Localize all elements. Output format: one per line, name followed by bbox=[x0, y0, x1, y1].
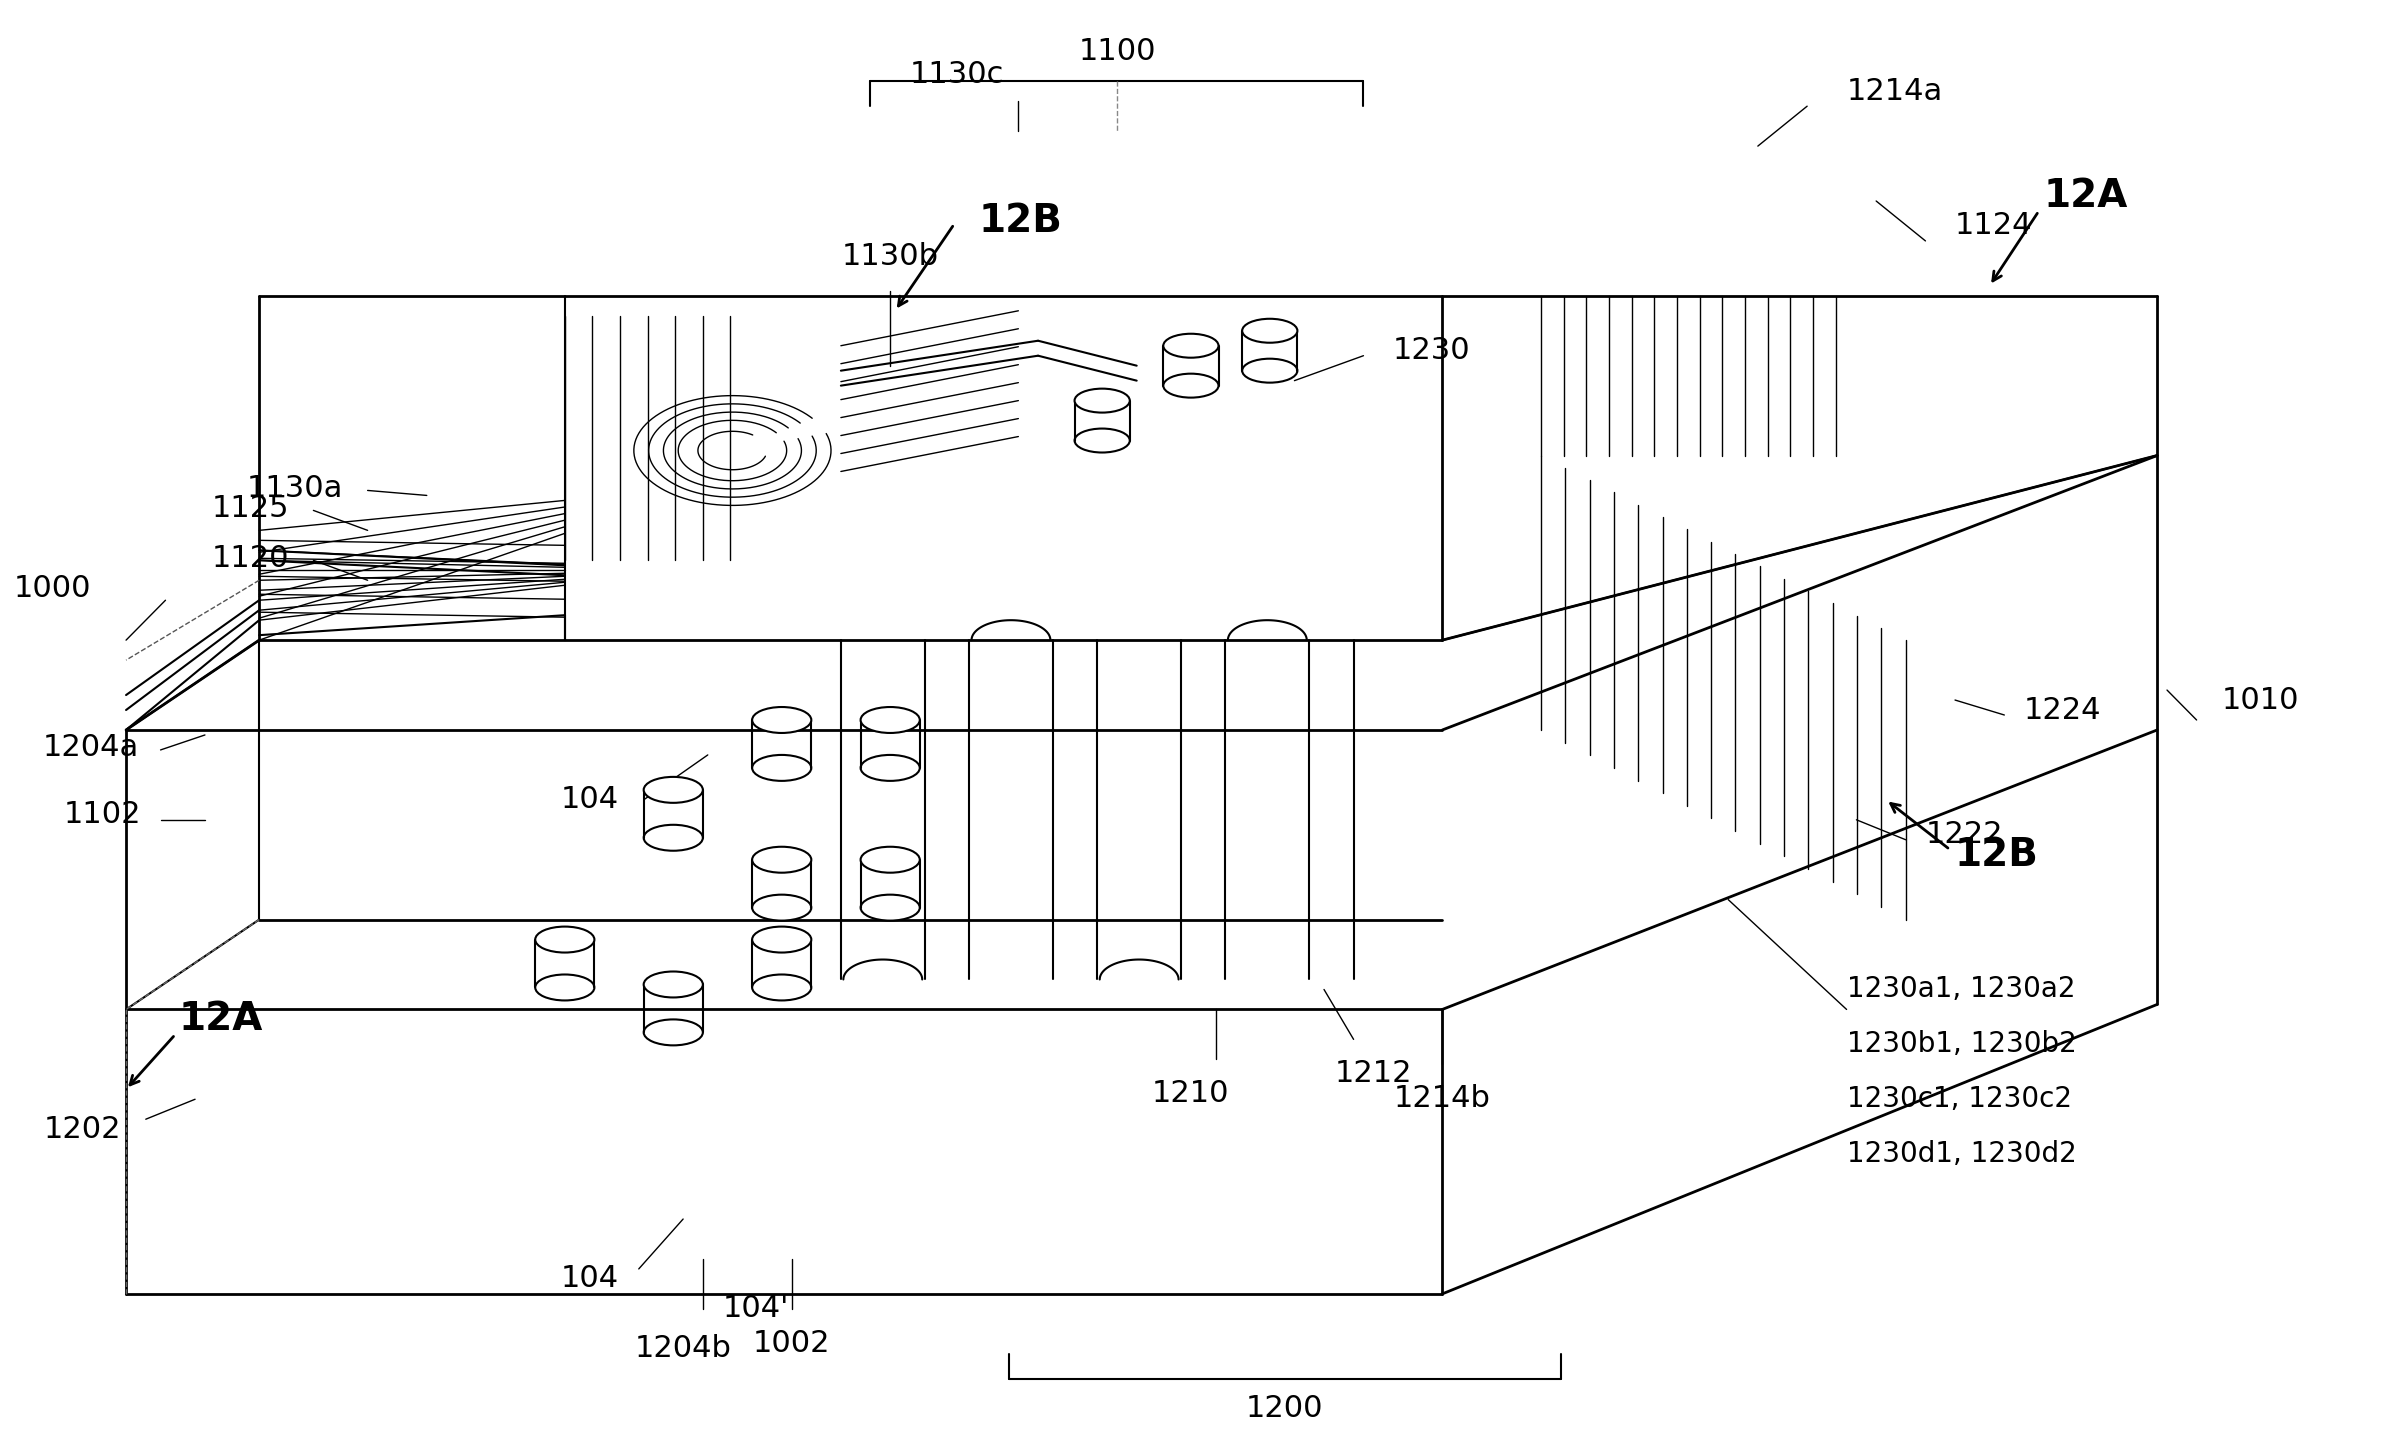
Ellipse shape bbox=[535, 927, 595, 953]
Text: 1102: 1102 bbox=[63, 800, 140, 830]
Text: 1230: 1230 bbox=[1394, 337, 1471, 365]
Ellipse shape bbox=[643, 972, 703, 997]
Ellipse shape bbox=[751, 974, 811, 1000]
Text: 1125: 1125 bbox=[212, 494, 289, 523]
Ellipse shape bbox=[751, 847, 811, 873]
Text: 1010: 1010 bbox=[2220, 685, 2300, 715]
Ellipse shape bbox=[860, 755, 920, 781]
Ellipse shape bbox=[1243, 358, 1298, 383]
Text: 1202: 1202 bbox=[43, 1115, 120, 1144]
Text: 1230a1, 1230a2: 1230a1, 1230a2 bbox=[1847, 976, 2076, 1003]
Text: 1204b: 1204b bbox=[636, 1334, 732, 1363]
Text: 1130c: 1130c bbox=[910, 60, 1004, 89]
Ellipse shape bbox=[1163, 374, 1218, 397]
Text: 1124: 1124 bbox=[1955, 212, 2032, 241]
Ellipse shape bbox=[751, 894, 811, 920]
Ellipse shape bbox=[535, 974, 595, 1000]
Text: 1120: 1120 bbox=[212, 543, 289, 573]
Ellipse shape bbox=[1074, 428, 1129, 453]
Ellipse shape bbox=[860, 894, 920, 920]
Text: 1000: 1000 bbox=[14, 573, 92, 603]
Text: 12A: 12A bbox=[2044, 178, 2129, 215]
Ellipse shape bbox=[1074, 388, 1129, 413]
Ellipse shape bbox=[860, 847, 920, 873]
Text: 1204a: 1204a bbox=[43, 734, 140, 762]
Text: 1130b: 1130b bbox=[843, 242, 939, 271]
Text: 104: 104 bbox=[561, 785, 619, 814]
Text: 1200: 1200 bbox=[1245, 1394, 1324, 1423]
Ellipse shape bbox=[1243, 318, 1298, 342]
Text: 12B: 12B bbox=[980, 202, 1062, 239]
Text: 1130a: 1130a bbox=[246, 474, 342, 503]
Text: 1100: 1100 bbox=[1079, 37, 1156, 66]
Text: 1002: 1002 bbox=[754, 1328, 831, 1358]
Text: 1230b1, 1230b2: 1230b1, 1230b2 bbox=[1847, 1030, 2076, 1059]
Text: 104': 104' bbox=[722, 1294, 790, 1323]
Text: 1222: 1222 bbox=[1926, 820, 2003, 850]
Ellipse shape bbox=[643, 777, 703, 802]
Ellipse shape bbox=[643, 825, 703, 851]
Ellipse shape bbox=[751, 706, 811, 732]
Text: 104: 104 bbox=[561, 1264, 619, 1294]
Text: 1224: 1224 bbox=[2025, 695, 2102, 725]
Ellipse shape bbox=[1163, 334, 1218, 358]
Ellipse shape bbox=[643, 1019, 703, 1045]
Ellipse shape bbox=[751, 927, 811, 953]
Text: 1230d1, 1230d2: 1230d1, 1230d2 bbox=[1847, 1141, 2076, 1168]
Text: 1212: 1212 bbox=[1334, 1059, 1411, 1088]
Ellipse shape bbox=[860, 706, 920, 732]
Text: 12B: 12B bbox=[1955, 835, 2040, 874]
Ellipse shape bbox=[751, 755, 811, 781]
Text: 1214b: 1214b bbox=[1394, 1085, 1491, 1113]
Text: 12A: 12A bbox=[178, 1000, 262, 1039]
Text: 1214a: 1214a bbox=[1847, 77, 1943, 106]
Text: 1210: 1210 bbox=[1151, 1079, 1230, 1108]
Text: 1230c1, 1230c2: 1230c1, 1230c2 bbox=[1847, 1085, 2071, 1113]
